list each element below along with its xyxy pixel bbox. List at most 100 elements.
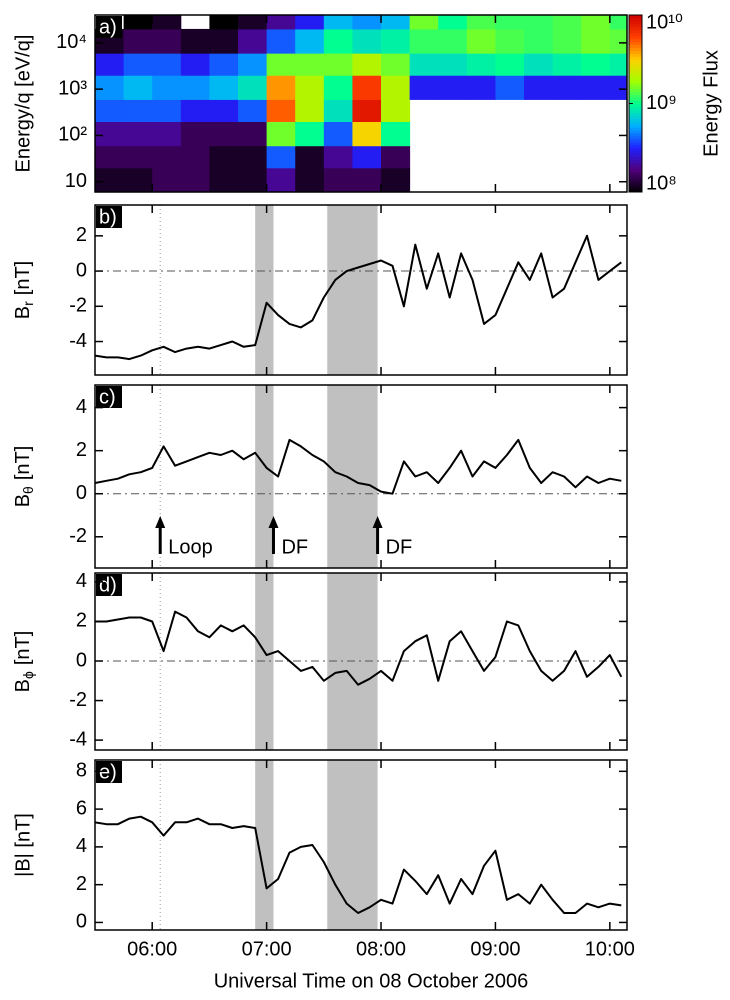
colorbar-segment: [629, 115, 642, 119]
spectrogram-cell: [180, 75, 210, 100]
spectrogram-cell: [352, 167, 382, 192]
y-axis-label-main: B: [12, 306, 34, 319]
colorbar-segment: [629, 38, 642, 43]
y-tick-label: 4: [76, 835, 87, 857]
spectrogram-cell: [438, 53, 468, 76]
spectrogram-cell: [152, 145, 182, 169]
colorbar-segment: [629, 189, 642, 193]
colorbar-segment: [629, 62, 642, 66]
shaded-interval: [255, 205, 274, 375]
spectrogram-cell: [381, 167, 411, 192]
spectrogram-cell: [123, 15, 153, 30]
y-tick-label: 0: [76, 911, 87, 933]
panel-label-box: [96, 16, 122, 38]
spectrogram-cell: [524, 15, 554, 30]
spectrogram-cell: [209, 28, 239, 54]
spectrogram-cell: [323, 99, 353, 123]
y-axis-label-subscript: ϕ: [20, 671, 36, 679]
x-tick-label: 07:00: [242, 938, 292, 960]
spectrogram-cell: [352, 53, 382, 76]
spectrogram-cell: [209, 145, 239, 169]
y-tick-label: -4: [69, 330, 87, 352]
y-axis-label: Bϕ [nT]: [12, 631, 35, 693]
colorbar-segment: [629, 35, 642, 40]
colorbar-segment: [629, 159, 642, 163]
y-tick-label: -4: [69, 728, 87, 750]
colorbar-segment: [629, 153, 642, 158]
spectrogram-cell: [266, 167, 296, 192]
colorbar-segment: [629, 88, 642, 93]
y-tick-label: 2: [76, 610, 87, 632]
plot-area: [95, 205, 627, 375]
spectrogram-cell: [152, 99, 182, 123]
spectrogram-cell: [123, 75, 153, 100]
panel-label: a): [99, 16, 117, 38]
y-tick-label: 4: [76, 396, 87, 418]
x-tick-label: 08:00: [356, 938, 406, 960]
spectrogram-cell: [323, 75, 353, 100]
spectrogram-cell: [238, 99, 268, 123]
x-axis-label: Universal Time on 08 October 2006: [214, 970, 529, 992]
colorbar-segment: [629, 94, 642, 99]
colorbar-segment: [629, 171, 642, 175]
spectrogram-cell: [524, 28, 554, 54]
plot-area: [95, 573, 627, 750]
colorbar-segment: [629, 112, 642, 116]
spectrogram-cell: [495, 53, 525, 76]
colorbar-segment: [629, 15, 642, 19]
spectrogram-cell: [209, 75, 239, 100]
colorbar-segment: [629, 100, 642, 104]
spectrogram-cell: [581, 53, 611, 76]
spectrogram-cell: [95, 99, 125, 123]
colorbar-tick-label: 10⁸: [646, 172, 677, 194]
colorbar-segment: [629, 174, 642, 178]
spectrogram-cell: [381, 99, 411, 123]
colorbar-segment: [629, 29, 642, 34]
spectrogram-cell: [524, 53, 554, 76]
colorbar-segment: [629, 183, 642, 187]
spectrogram-cell: [123, 99, 153, 123]
data-line: [95, 234, 622, 361]
spectrogram-cell: [495, 75, 525, 100]
plot-area: [95, 15, 627, 192]
annotation-label: DF: [386, 536, 413, 558]
spectrogram-cell: [609, 28, 627, 54]
colorbar-segment: [629, 106, 642, 110]
spectrogram-cell: [552, 53, 582, 76]
spectrogram-cell: [438, 15, 468, 30]
spectrogram-cell: [266, 28, 296, 54]
spectrogram-cell: [295, 167, 325, 192]
colorbar-segment: [629, 97, 642, 102]
panel-label: e): [99, 761, 117, 783]
panel-frame: [94, 14, 628, 193]
colorbar-segment: [629, 32, 642, 37]
data-line: [95, 610, 623, 686]
colorbar-segment: [629, 79, 642, 84]
y-axis-label-unit: [nT]: [12, 631, 34, 665]
spectrogram-cell: [381, 75, 411, 100]
spectrogram-cell: [238, 15, 268, 30]
colorbar-segment: [629, 53, 642, 57]
spectrogram-cell: [409, 28, 439, 54]
shaded-interval: [327, 760, 378, 930]
shaded-interval: [327, 385, 378, 568]
panel-frame: [94, 759, 628, 931]
spectrogram-cell: [180, 121, 210, 147]
colorbar-segment: [629, 41, 642, 45]
spectrogram-cell: [581, 28, 611, 54]
colorbar-segment: [629, 168, 642, 172]
y-tick-label: 10⁴: [56, 31, 87, 53]
spectrogram-cell: [266, 15, 296, 30]
colorbar-segment: [629, 150, 642, 155]
y-tick-label: 10²: [58, 124, 87, 146]
spectrogram-cell: [352, 99, 382, 123]
y-tick-label: 10³: [58, 77, 87, 99]
y-tick-label: 6: [76, 797, 87, 819]
y-tick-label: 0: [76, 259, 87, 281]
spectrogram-cell: [409, 53, 439, 76]
spectrogram-cell: [352, 15, 382, 30]
spectrogram-cell: [295, 53, 325, 76]
spectrogram-cell: [95, 75, 125, 100]
spectrogram-cell: [266, 75, 296, 100]
